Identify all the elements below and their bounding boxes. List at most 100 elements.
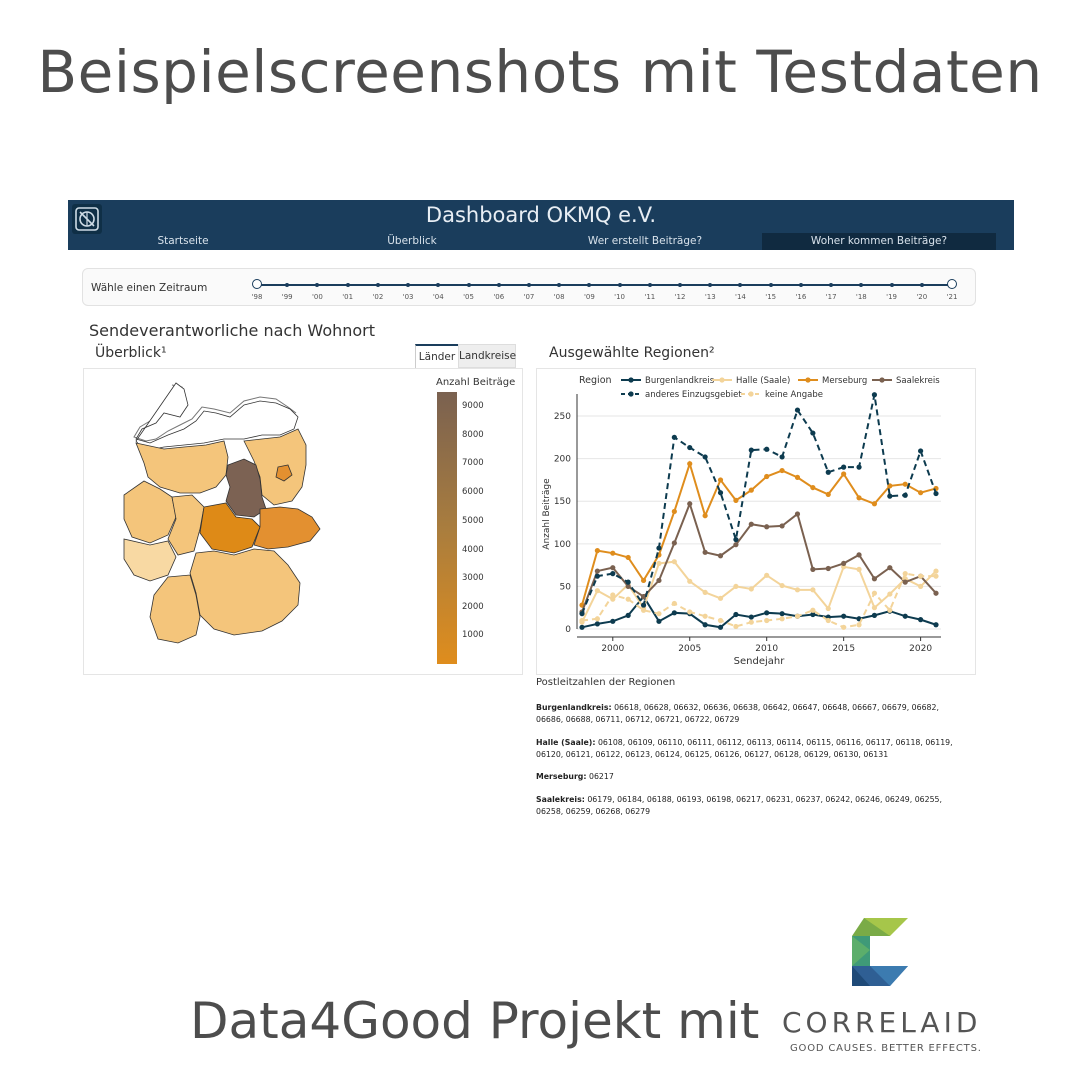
data-point [871, 590, 878, 596]
correlaid-logo-icon [852, 918, 908, 986]
data-point [671, 434, 677, 440]
region-thueringen[interactable] [199, 502, 261, 554]
data-point [933, 490, 939, 497]
legend-swatch-marker [628, 391, 634, 397]
data-point [856, 622, 862, 628]
nav-link-wer-erstellt[interactable]: Wer erstellt Beiträge? [587, 235, 703, 247]
line-chart-panel: 0 50 100 150 200 250 2000 2005 2010 2015 2020 Sende… [536, 368, 976, 675]
region-nrw[interactable] [123, 480, 177, 544]
tab-laender[interactable]: Länder [415, 344, 459, 368]
nav-link-ueberblick[interactable]: Überblick [387, 235, 437, 247]
region-berlin[interactable] [275, 464, 293, 482]
data-point [918, 490, 924, 496]
data-point [918, 448, 924, 454]
slider-handle[interactable] [251, 279, 262, 289]
data-point [717, 617, 724, 624]
data-point [794, 613, 801, 619]
data-point [902, 613, 908, 619]
slider-year-label: '07 [523, 293, 535, 301]
data-point [841, 471, 847, 477]
data-point [779, 611, 785, 617]
germany-map[interactable] [84, 369, 424, 669]
data-point [748, 447, 754, 453]
slider-year-label: '09 [583, 293, 595, 301]
data-point [640, 602, 647, 608]
slider-tick [406, 283, 411, 287]
legend-entry: anderes Einzugsgebiet [645, 390, 742, 400]
tab-landkreise[interactable]: Landkreise [458, 344, 516, 368]
data-point [933, 568, 939, 574]
legend-title: Anzahl Beiträge [436, 377, 516, 388]
series-line [581, 560, 937, 623]
slider-tick [587, 283, 592, 287]
slider-label: Wähle einen Zeitraum [91, 282, 208, 294]
slider-tick [617, 283, 622, 287]
plz-codes: 06108, 06109, 06110, 06111, 06112, 06113… [536, 738, 953, 759]
data-point [918, 573, 924, 579]
x-tick-label: 2020 [909, 644, 932, 654]
data-point [748, 619, 754, 625]
okmq-logo-icon[interactable] [72, 204, 102, 234]
slider-year-label: '19 [886, 293, 897, 301]
data-point [825, 605, 831, 612]
data-point [671, 610, 677, 616]
dashboard-screenshot: Dashboard OKMQ e.V. Startseite Überblick… [68, 200, 1014, 816]
plz-entry-halle: Halle (Saale): 06108, 06109, 06110, 0611… [536, 737, 966, 761]
data-point [902, 481, 908, 487]
data-point [656, 577, 662, 584]
data-point [748, 586, 754, 592]
data-point [656, 545, 662, 551]
slider-year-label: '21 [946, 293, 958, 301]
slider-year-label: '13 [704, 293, 716, 301]
region-sachsen[interactable] [253, 506, 321, 550]
region-hessen[interactable] [167, 494, 205, 556]
plz-codes: 06217 [588, 772, 614, 781]
data-point [794, 511, 801, 517]
data-point [902, 579, 908, 585]
slider-tick [647, 283, 652, 287]
plz-region-name: Merseburg: [536, 772, 587, 781]
slider-tick [889, 283, 894, 287]
data-point [625, 612, 631, 618]
x-tick-label: 2010 [755, 644, 778, 654]
slider-tick [436, 283, 441, 287]
data-point [887, 483, 893, 489]
data-point [933, 622, 939, 628]
x-tick-label: 2015 [832, 644, 855, 654]
data-point [902, 571, 908, 577]
data-point [702, 549, 708, 555]
data-point [825, 469, 831, 475]
region-baden-wuerttemberg[interactable] [149, 574, 201, 644]
data-point [810, 611, 816, 618]
legend-title: Region [579, 375, 612, 386]
legend-swatch-marker [628, 377, 634, 383]
data-point [841, 613, 847, 619]
data-point [687, 609, 693, 615]
data-point [779, 523, 785, 529]
region-north-white[interactable] [135, 382, 299, 452]
nav-link-woher-kommen[interactable]: Woher kommen Beiträge? [810, 235, 948, 247]
slider-tick [738, 283, 743, 287]
nav-link-startseite[interactable]: Startseite [157, 235, 209, 247]
legend-tick: 1000 [462, 630, 484, 640]
data-point [933, 590, 939, 596]
data-point [733, 497, 739, 503]
slider-tick [375, 283, 380, 287]
line-chart[interactable]: 0 50 100 150 200 250 2000 2005 2010 2015 2020 Sende… [537, 369, 975, 674]
slider-tick [768, 283, 773, 287]
region-niedersachsen[interactable] [135, 440, 229, 494]
legend-swatch-marker [719, 377, 725, 383]
slider-tick [557, 283, 562, 287]
region-rheinland-pfalz[interactable] [123, 538, 177, 582]
series-line [581, 572, 936, 629]
slider-year-label: '14 [735, 293, 746, 301]
left-panel-title: Sendeverantworliche nach Wohnort [89, 321, 376, 340]
slider-track[interactable] [257, 284, 952, 286]
series-line [581, 500, 937, 613]
slider-year-label: '10 [614, 293, 626, 301]
data-point [579, 611, 585, 617]
region-bayern[interactable] [189, 548, 301, 636]
data-point [887, 591, 893, 597]
slider-handle[interactable] [946, 279, 957, 289]
data-point [825, 491, 831, 498]
